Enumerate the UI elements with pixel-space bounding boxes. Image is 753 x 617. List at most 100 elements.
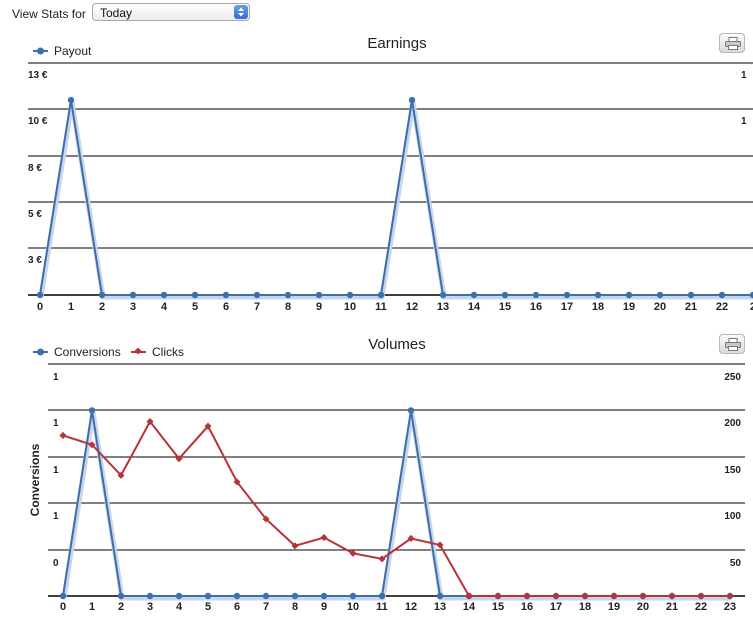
payout-point — [377, 291, 385, 299]
x-tick-label: 22 — [716, 301, 728, 313]
x-tick-label: 6 — [223, 301, 229, 313]
volumes-x-ticks: 0 1 2 3 4 5 6 7 8 9 10 11 12 13 14 15 16 17 18 19 20 21 22 23 — [60, 601, 736, 613]
right-y-tick-label: 250 — [724, 372, 741, 383]
view-stats-label: View Stats for — [12, 7, 86, 21]
x-tick-label: 9 — [316, 301, 322, 313]
y-tick-label: 5 € — [28, 209, 42, 220]
x-tick-label: 5 — [205, 601, 211, 613]
earnings-print-button[interactable] — [719, 33, 745, 53]
x-tick-label: 3 — [130, 301, 136, 313]
clicks-point — [465, 592, 473, 600]
payout-point — [160, 291, 168, 299]
conversions-point — [436, 592, 444, 600]
x-tick-label: 16 — [530, 301, 542, 313]
clicks-point — [320, 534, 328, 542]
x-tick-label: 2 — [118, 601, 124, 613]
payout-point — [315, 291, 323, 299]
x-tick-label: 15 — [499, 301, 511, 313]
view-stats-bar: View Stats for — [12, 4, 86, 24]
payout-point — [687, 291, 695, 299]
conversions-point — [407, 407, 415, 414]
right-y-tick-label: 200 — [724, 418, 741, 429]
x-tick-label: 17 — [561, 301, 573, 313]
clicks-point — [639, 592, 647, 600]
legend-label-payout: Payout — [54, 44, 92, 58]
conversions-point — [88, 407, 96, 414]
x-tick-label: 0 — [37, 301, 43, 313]
clicks-point — [117, 471, 125, 479]
y-tick-label: 8 € — [28, 163, 42, 174]
x-tick-label: 22 — [695, 601, 707, 613]
printer-icon — [725, 338, 741, 351]
clicks-point — [726, 592, 734, 600]
conversions-line-shadow — [61, 412, 731, 601]
x-tick-label: 8 — [285, 301, 291, 313]
payout-point — [253, 291, 261, 299]
payout-point — [594, 291, 602, 299]
volumes-series — [59, 407, 734, 601]
clicks-point — [610, 592, 618, 600]
conversions-point — [117, 592, 125, 600]
conversions-point — [320, 592, 328, 600]
right-y-tick-label: 100 — [724, 511, 741, 522]
payout-point — [439, 291, 447, 299]
x-tick-label: 2 — [750, 301, 753, 313]
legend-marker-payout — [37, 47, 44, 55]
x-tick-label: 11 — [375, 301, 387, 313]
period-select[interactable]: Today — [92, 3, 250, 21]
x-tick-label: 15 — [492, 601, 504, 613]
x-tick-label: 18 — [592, 301, 604, 313]
clicks-point — [436, 541, 444, 549]
x-tick-label: 14 — [468, 301, 481, 313]
printer-icon — [725, 37, 741, 50]
conversions-point — [146, 592, 154, 600]
x-tick-label: 7 — [263, 601, 269, 613]
volumes-print-button[interactable] — [719, 334, 745, 354]
x-tick-label: 3 — [147, 601, 153, 613]
volumes-grid — [48, 363, 745, 597]
clicks-point — [204, 422, 212, 430]
left-y-tick-label: 0 — [53, 558, 59, 569]
x-tick-label: 7 — [254, 301, 260, 313]
earnings-series — [36, 96, 753, 300]
x-tick-label: 9 — [321, 601, 327, 613]
payout-point — [532, 291, 540, 299]
conversions-point — [349, 592, 357, 600]
earnings-title: Earnings — [367, 35, 426, 52]
earnings-legend: Payout — [33, 44, 92, 58]
y-tick-label: 13 € — [28, 70, 48, 81]
clicks-point — [349, 549, 357, 557]
clicks-point — [378, 555, 386, 563]
volumes-y-axis-label: Conversions — [28, 443, 42, 516]
x-tick-label: 23 — [724, 601, 736, 613]
clicks-point — [291, 542, 299, 550]
payout-point — [284, 291, 292, 299]
x-tick-label: 18 — [579, 601, 591, 613]
legend-marker-clicks — [134, 347, 142, 355]
clicks-point — [552, 592, 560, 600]
x-tick-label: 10 — [347, 601, 359, 613]
payout-point — [718, 291, 726, 299]
right-y-tick-label: 50 — [730, 558, 742, 569]
clicks-point — [59, 431, 67, 439]
x-tick-label: 17 — [550, 601, 562, 613]
payout-point — [191, 291, 199, 299]
payout-point — [470, 291, 478, 299]
x-tick-label: 12 — [406, 301, 418, 313]
payout-point — [346, 291, 354, 299]
clicks-point — [697, 592, 705, 600]
payout-point — [67, 96, 75, 104]
payout-line-shadow — [38, 101, 753, 300]
clicks-line — [62, 419, 730, 597]
x-tick-label: 11 — [376, 601, 388, 613]
clicks-point — [407, 534, 415, 542]
payout-point — [129, 291, 137, 299]
payout-point — [625, 291, 633, 299]
payout-point — [222, 291, 230, 299]
conversions-point — [262, 592, 270, 600]
x-tick-label: 4 — [176, 601, 183, 613]
x-tick-label: 1 — [89, 601, 95, 613]
x-tick-label: 19 — [623, 301, 635, 313]
